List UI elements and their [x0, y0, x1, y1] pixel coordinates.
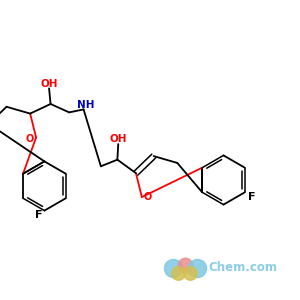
Text: O: O — [143, 192, 152, 202]
Text: O: O — [26, 134, 34, 144]
Text: F: F — [35, 210, 43, 220]
Text: OH: OH — [40, 79, 58, 88]
Point — [170, 265, 175, 270]
Text: NH: NH — [76, 100, 94, 110]
Point — [187, 271, 192, 275]
Point — [194, 265, 199, 270]
Point — [182, 262, 187, 267]
Text: F: F — [248, 191, 255, 202]
Text: Chem.com: Chem.com — [208, 261, 278, 274]
Text: OH: OH — [110, 134, 127, 144]
Point — [175, 271, 180, 275]
